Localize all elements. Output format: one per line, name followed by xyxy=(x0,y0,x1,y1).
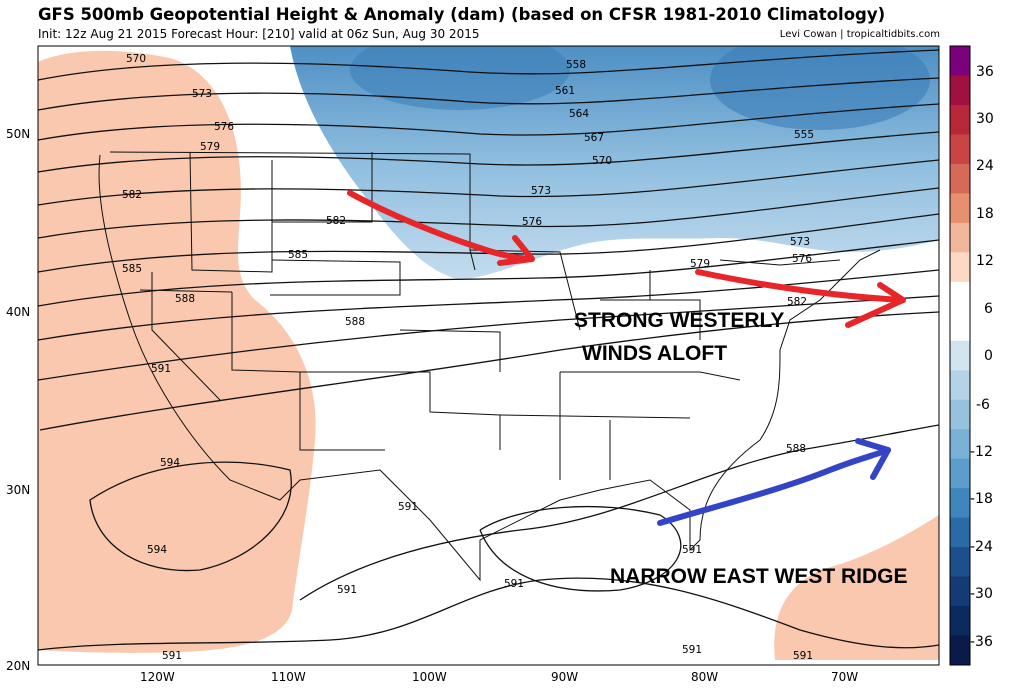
contour-label: 576 xyxy=(214,121,234,133)
contour-label: 561 xyxy=(555,85,575,97)
westerlies-annotation-line2: WINDS ALOFT xyxy=(582,342,727,365)
colorbar-segment xyxy=(950,606,970,637)
contour-label: 594 xyxy=(147,544,167,556)
contour-label: 588 xyxy=(175,293,195,305)
contour-label: 591 xyxy=(151,363,171,375)
contour-label: 576 xyxy=(792,253,812,265)
colorbar-tick: 12 xyxy=(976,253,994,269)
contour-label: 582 xyxy=(787,296,807,308)
contour-label: 570 xyxy=(592,155,612,167)
colorbar-segment xyxy=(950,75,970,106)
latitude-ticks: 50N 40N 30N 20N xyxy=(6,127,30,673)
contour-label: 591 xyxy=(793,650,813,662)
map-subtitle: Init: 12z Aug 21 2015 Forecast Hour: [21… xyxy=(38,27,480,41)
contour-label: 582 xyxy=(326,215,346,227)
lon-tick: 120W xyxy=(140,670,175,684)
colorbar-segment xyxy=(950,635,970,666)
colorbar-segment xyxy=(950,399,970,430)
colorbar-tick: -12 xyxy=(970,444,993,460)
colorbar-segment xyxy=(950,46,970,76)
colorbar-segment xyxy=(950,429,970,460)
colorbar-tick: -6 xyxy=(976,397,990,413)
map-title: GFS 500mb Geopotential Height & Anomaly … xyxy=(38,5,886,24)
state-borders xyxy=(98,151,881,582)
contour-label: 579 xyxy=(690,258,710,270)
contour-labels: 570 573 576 579 582 585 588 591 594 594 … xyxy=(122,53,814,662)
westerly-arrow-east xyxy=(695,269,906,328)
contour-label: 588 xyxy=(345,316,365,328)
lon-tick: 90W xyxy=(551,670,578,684)
colorbar-tick: 36 xyxy=(976,64,994,80)
contour-label: 585 xyxy=(122,263,142,275)
lat-tick: 20N xyxy=(6,659,30,673)
colorbar-segment xyxy=(950,252,970,283)
contour-label: 591 xyxy=(162,650,182,662)
contour-label: 558 xyxy=(566,59,586,71)
colorbar-segment xyxy=(950,458,970,489)
colorbar-segment xyxy=(950,163,970,194)
colorbar-segment xyxy=(950,104,970,135)
colorbar-segment xyxy=(950,370,970,401)
lat-tick: 50N xyxy=(6,127,30,141)
ridge-annotation: NARROW EAST WEST RIDGE xyxy=(610,565,908,588)
contour-label: 573 xyxy=(192,88,212,100)
colorbar-tick: 24 xyxy=(976,158,994,174)
lon-tick: 110W xyxy=(271,670,306,684)
colorbar-tick: 30 xyxy=(976,111,994,127)
colorbar-segment xyxy=(950,311,970,342)
contour-label: 573 xyxy=(531,185,551,197)
contour-label: 555 xyxy=(794,129,814,141)
colorbar-tick: 0 xyxy=(984,348,993,364)
colorbar-segment xyxy=(950,488,970,519)
lon-tick: 70W xyxy=(831,670,858,684)
contour-label: 591 xyxy=(398,501,418,513)
contour-label: 576 xyxy=(522,216,542,228)
lon-tick: 80W xyxy=(691,670,718,684)
colorbar-segment xyxy=(950,340,970,371)
lat-tick: 30N xyxy=(6,483,30,497)
lon-tick: 100W xyxy=(412,670,447,684)
colorbar-tick: 6 xyxy=(984,301,993,317)
anomaly-colorbar xyxy=(949,45,971,666)
colorbar-segment xyxy=(950,222,970,253)
contour-label: 567 xyxy=(584,132,604,144)
westerly-arrow-west xyxy=(347,190,535,266)
colorbar-tick: -36 xyxy=(970,634,993,650)
colorbar-segment xyxy=(950,547,970,578)
colorbar-segment xyxy=(950,517,970,548)
contour-label: 570 xyxy=(126,53,146,65)
colorbar-segment xyxy=(950,193,970,224)
map-frame xyxy=(37,45,940,666)
contour-label: 579 xyxy=(200,141,220,153)
westerlies-annotation: STRONG WESTERLY xyxy=(574,309,784,332)
contour-label: 585 xyxy=(288,249,308,261)
contour-label: 591 xyxy=(682,544,702,556)
contour-label: 591 xyxy=(504,578,524,590)
lat-tick: 40N xyxy=(6,305,30,319)
positive-anomaly-west xyxy=(38,50,316,653)
colorbar-tick: -30 xyxy=(970,586,993,602)
colorbar-ticks: 36 30 24 18 12 6 0 -6 -12 -18 -24 -30 -3… xyxy=(970,64,994,650)
positive-anomaly-southeast xyxy=(774,515,939,660)
negative-anomaly-core-west xyxy=(350,46,570,110)
contour-label: 573 xyxy=(790,236,810,248)
contour-label: 591 xyxy=(682,644,702,656)
colorbar-frame xyxy=(949,45,971,666)
map-credit: Levi Cowan | tropicaltidbits.com xyxy=(779,29,940,40)
contour-label: 594 xyxy=(160,457,180,469)
colorbar-tick: 18 xyxy=(976,206,994,222)
longitude-ticks: 120W 110W 100W 90W 80W 70W xyxy=(140,670,858,684)
contour-label: 582 xyxy=(122,189,142,201)
ridge-arrow xyxy=(657,438,891,526)
contour-label: 588 xyxy=(786,443,806,455)
colorbar-segment xyxy=(950,281,970,312)
contour-label: 564 xyxy=(569,108,589,120)
colorbar-tick: -18 xyxy=(970,491,993,507)
colorbar-tick: -24 xyxy=(970,539,993,555)
height-contours xyxy=(38,49,939,651)
colorbar-segment xyxy=(950,134,970,165)
colorbar-segment xyxy=(950,576,970,607)
contour-label: 591 xyxy=(337,584,357,596)
